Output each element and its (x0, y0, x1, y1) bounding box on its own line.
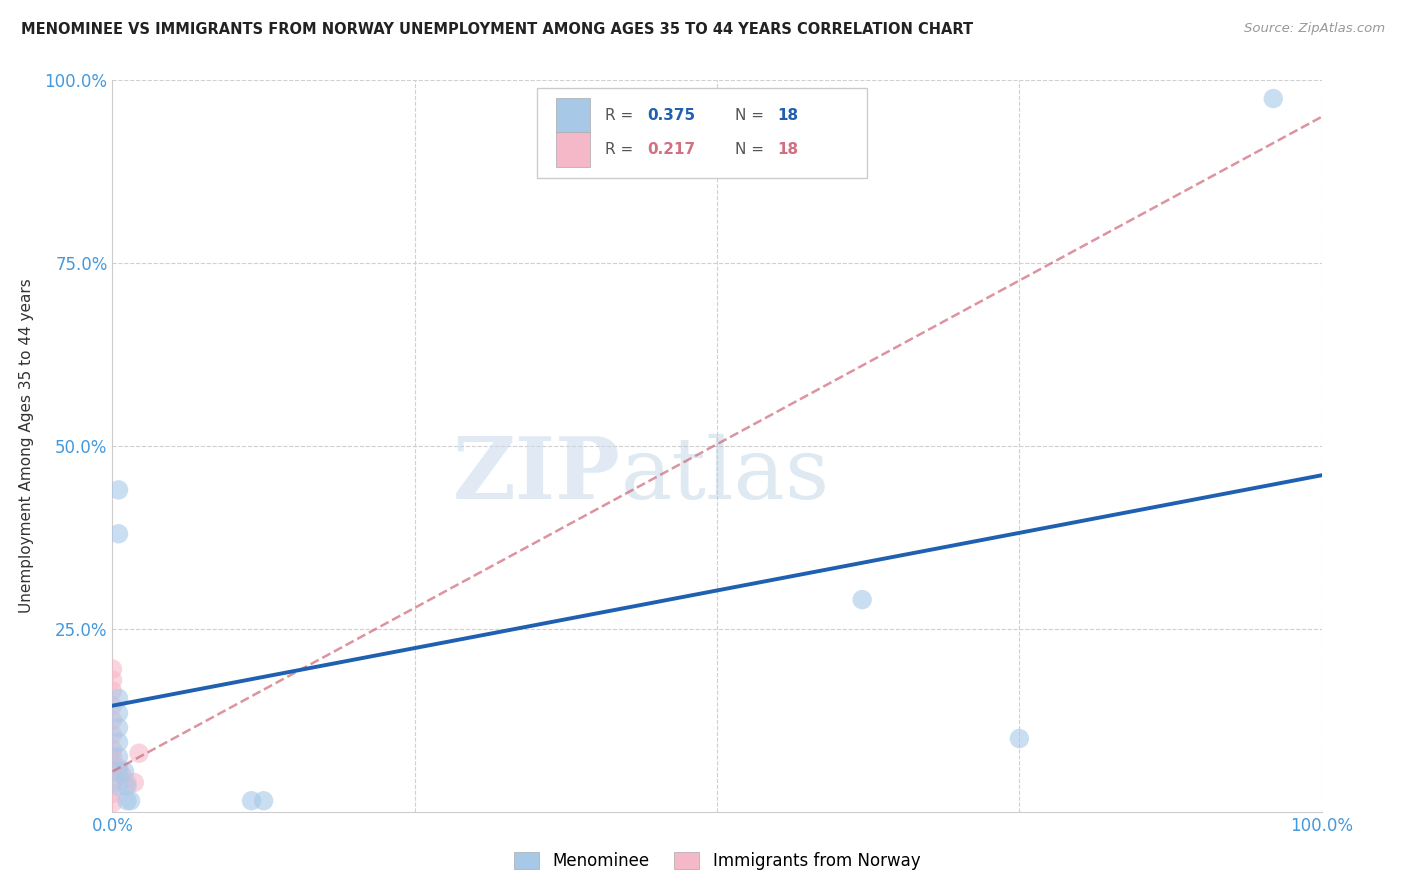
Point (101, 775, 124, 789)
Point (101, 714, 124, 728)
Point (101, 742, 124, 756)
Text: R =: R = (605, 142, 638, 157)
Point (122, 775, 145, 789)
Text: N =: N = (735, 108, 769, 123)
Point (240, 794, 263, 808)
Point (114, 764, 136, 779)
Bar (557, 98, 591, 133)
Point (101, 749, 124, 764)
Legend: Menominee, Immigrants from Norway: Menominee, Immigrants from Norway (508, 845, 927, 877)
Point (1008, 731, 1031, 746)
Point (101, 698, 124, 713)
Point (107, 764, 129, 779)
Point (101, 757, 124, 772)
Point (253, 794, 276, 808)
Text: atlas: atlas (620, 434, 830, 516)
Point (1263, 92, 1285, 106)
Point (101, 673, 124, 687)
Bar (557, 132, 591, 168)
Point (115, 775, 138, 789)
Point (115, 779, 138, 793)
Text: 18: 18 (778, 108, 799, 123)
Point (120, 794, 142, 808)
Point (107, 779, 129, 793)
Point (107, 761, 129, 775)
Point (101, 728, 124, 742)
Point (101, 796, 124, 810)
Point (111, 768, 134, 782)
Point (107, 706, 129, 720)
Point (851, 592, 873, 607)
FancyBboxPatch shape (537, 88, 868, 178)
Text: 0.217: 0.217 (647, 142, 695, 157)
Point (115, 794, 138, 808)
Text: N =: N = (735, 142, 769, 157)
Text: 18: 18 (778, 142, 799, 157)
Text: MENOMINEE VS IMMIGRANTS FROM NORWAY UNEMPLOYMENT AMONG AGES 35 TO 44 YEARS CORRE: MENOMINEE VS IMMIGRANTS FROM NORWAY UNEM… (21, 22, 973, 37)
Point (107, 526, 129, 541)
Text: 0.375: 0.375 (647, 108, 695, 123)
Point (107, 749, 129, 764)
Point (101, 662, 124, 676)
Point (107, 691, 129, 706)
Point (101, 764, 124, 779)
Point (101, 684, 124, 698)
Point (101, 787, 124, 801)
Y-axis label: Unemployment Among Ages 35 to 44 years: Unemployment Among Ages 35 to 44 years (18, 278, 34, 614)
Point (107, 483, 129, 497)
Point (128, 746, 150, 760)
Text: R =: R = (605, 108, 638, 123)
Text: Source: ZipAtlas.com: Source: ZipAtlas.com (1244, 22, 1385, 36)
Text: ZIP: ZIP (453, 434, 620, 517)
Point (107, 735, 129, 749)
Point (107, 721, 129, 735)
